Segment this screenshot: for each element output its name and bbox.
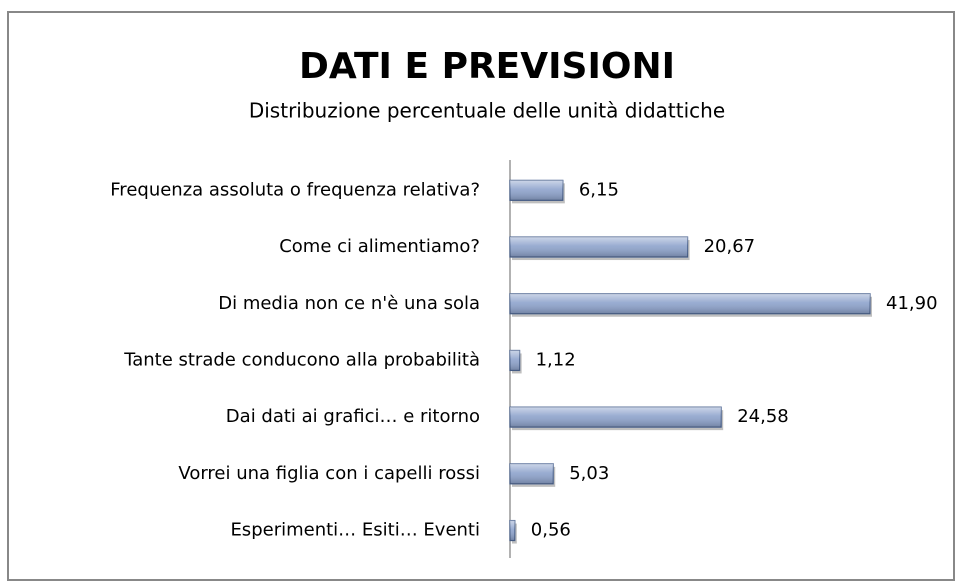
value-label: 20,67: [704, 236, 756, 257]
category-label: Come ci alimentiamo?: [279, 236, 480, 257]
bar-shine: [510, 180, 563, 201]
bar-shine: [510, 293, 870, 314]
bar-shine: [510, 463, 554, 484]
category-label: Esperimenti… Esiti… Eventi: [230, 520, 480, 541]
value-label: 41,90: [886, 293, 938, 314]
value-label: 5,03: [569, 463, 609, 484]
category-label: Dai dati ai grafici… e ritorno: [226, 406, 480, 427]
value-label: 6,15: [579, 179, 619, 200]
chart-title: DATI E PREVISIONI: [299, 46, 675, 87]
category-label: Frequenza assoluta o frequenza relativa?: [110, 179, 480, 200]
category-label: Vorrei una figlia con i capelli rossi: [178, 463, 480, 484]
value-label: 24,58: [737, 406, 789, 427]
category-label: Tante strade conducono alla probabilità: [123, 349, 480, 370]
bar-shine: [510, 407, 722, 428]
category-label: Di media non ce n'è una sola: [218, 293, 480, 314]
bar-shine: [510, 350, 520, 371]
bar-shine: [510, 520, 515, 541]
value-label: 0,56: [531, 520, 571, 541]
value-label: 1,12: [536, 349, 576, 370]
chart-subtitle: Distribuzione percentuale delle unità di…: [249, 99, 725, 123]
bar-shine: [510, 237, 688, 258]
